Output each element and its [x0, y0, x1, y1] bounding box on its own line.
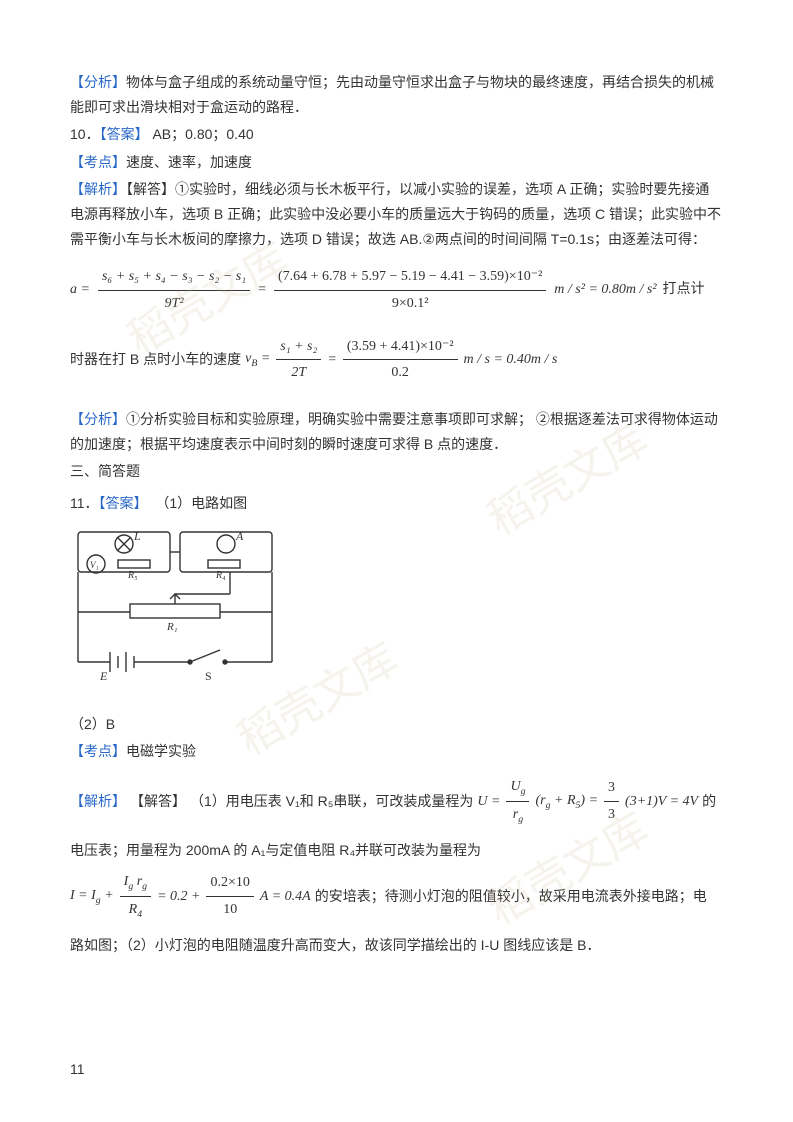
jieda-tag: 【解答】 — [126, 181, 175, 197]
analysis-tag: 【分析】 — [70, 74, 126, 90]
q11-line3: 路如图；（2）小灯泡的电阻随温度升高而变大，故该同学描绘出的 I-U 图线应该是… — [70, 933, 723, 958]
formula-num: 3 — [604, 775, 619, 801]
formula-lhs: vB = — [245, 346, 270, 372]
formula-num: Ug — [506, 774, 529, 801]
jiexi-tag: 【解析】 — [70, 789, 126, 814]
analysis-text: 物体与盒子组成的系统动量守恒；先由动量守恒求出盒子与物块的最终速度，再结合损失的… — [70, 74, 714, 115]
circuit-label-v1: V₁ — [90, 560, 99, 570]
q10-kaodian: 【考点】速度、速率，加速度 — [70, 150, 723, 175]
q11-part1: （1）电路如图 — [155, 495, 247, 511]
q10-answer-text: AB；0.80；0.40 — [149, 126, 254, 142]
formula-num: 0.2×10 — [206, 870, 253, 896]
circuit-label-l: L — [133, 529, 141, 543]
formula-lhs: a = — [70, 277, 90, 302]
q10-jiexi: 【解析】【解答】①实验时，细线必须与长木板平行，以减小实验的误差，选项 A 正确… — [70, 177, 723, 253]
formula-mid: (rg + R5) = — [535, 788, 598, 814]
formula-num: Ig rg — [120, 869, 151, 896]
formula-den: 2T — [287, 360, 310, 385]
q10-number: 10． — [70, 126, 100, 142]
formula-den: rg — [509, 802, 527, 828]
formula-den: 9×0.1² — [388, 291, 433, 316]
formula-num: (7.64 + 6.78 + 5.97 − 5.19 − 4.41 − 3.59… — [274, 264, 546, 290]
circuit-label-r1: R₁ — [166, 621, 178, 633]
formula-tail: (3+1)V = 4V — [625, 789, 698, 814]
kaodian-text: 电磁学实验 — [126, 743, 196, 759]
kaodian-text: 速度、速率，加速度 — [126, 154, 252, 170]
formula-den: 9T² — [161, 291, 188, 316]
answer-tag: 【答案】 — [100, 126, 149, 142]
page-number: 11 — [70, 1057, 85, 1082]
formula-lhs: I = Ig + — [70, 883, 114, 909]
q10-fenxi: 【分析】①分析实验目标和实验原理，明确实验中需要注意事项即可求解； ②根据逐差法… — [70, 407, 723, 457]
formula-unit: m / s = 0.40m / s — [464, 347, 558, 372]
formula-den: R4 — [125, 897, 146, 923]
formula-acceleration: a = s₆ + s₅ + s₄ − s₃ − s₂ − s₁ 9T² = (7… — [70, 264, 723, 315]
formula-tail: 打点计 — [663, 277, 705, 302]
q11-answer: 11．【答案】 （1）电路如图 — [70, 491, 723, 516]
formula-num: s₁ + s₂ — [276, 334, 321, 360]
circuit-label-r4: R₄ — [215, 570, 226, 581]
formula-lhs: U = — [477, 789, 500, 814]
answer-tag: 【答案】 — [99, 495, 148, 511]
formula-den: 0.2 — [387, 360, 413, 385]
fenxi-tag: 【分析】 — [70, 411, 126, 427]
circuit-label-e: E — [99, 669, 108, 683]
q11-part2: （2）B — [70, 712, 723, 737]
fenxi-text: ①分析实验目标和实验原理，明确实验中需要注意事项即可求解； ②根据逐差法可求得物… — [70, 411, 718, 452]
kaodian-tag: 【考点】 — [70, 154, 126, 170]
q10-velocity-line: 时器在打 B 点时小车的速度 vB = s₁ + s₂ 2T = (3.59 +… — [70, 334, 723, 385]
q11-formula-i: I = Ig + Ig rg R4 = 0.2 + 0.2×10 10 A = … — [70, 869, 723, 923]
formula-den: 3 — [604, 802, 619, 827]
q11-line2: 电压表；用量程为 200mA 的 A₁与定值电阻 R₄并联可改装为量程为 — [70, 838, 723, 863]
q11-jiexi-line1: 【解析】【解答】 （1）用电压表 V₁和 R₅串联，可改装成量程为 U = Ug… — [70, 774, 723, 828]
section-3-title: 三、简答题 — [70, 459, 723, 484]
circuit-label-r5: R₅ — [127, 570, 138, 581]
formula-num: s₆ + s₅ + s₄ − s₃ − s₂ − s₁ — [98, 264, 250, 290]
circuit-label-s: S — [205, 669, 212, 683]
kaodian-tag: 【考点】 — [70, 743, 126, 759]
q11-number: 11． — [70, 495, 99, 511]
after-i: 的安培表；待测小灯泡的阻值较小，故采用电流表外接电路；电 — [315, 884, 707, 909]
jieda-tag: 【解答】 — [130, 789, 186, 814]
q11-kaodian: 【考点】电磁学实验 — [70, 739, 723, 764]
q10-answer: 10．【答案】 AB；0.80；0.40 — [70, 122, 723, 147]
jiexi-tag: 【解析】 — [70, 181, 126, 197]
after-u: 的 — [702, 789, 716, 814]
formula-mid: = 0.2 + — [157, 884, 200, 909]
analysis-9: 【分析】物体与盒子组成的系统动量守恒；先由动量守恒求出盒子与物块的最终速度，再结… — [70, 70, 723, 120]
circuit-label-a: A — [235, 529, 244, 543]
circuit-diagram: L A V₁ R₅ R₄ R₁ E S — [70, 524, 723, 694]
formula-tail: A = 0.4A — [260, 884, 311, 909]
formula-unit: m / s² = 0.80m / s² — [554, 277, 656, 302]
formula-num: (3.59 + 4.41)×10⁻² — [343, 334, 458, 360]
jiexi-pre: （1）用电压表 V₁和 R₅串联，可改装成量程为 — [190, 789, 473, 814]
q10-mid-text: 时器在打 B 点时小车的速度 — [70, 347, 241, 372]
formula-den: 10 — [219, 897, 241, 922]
